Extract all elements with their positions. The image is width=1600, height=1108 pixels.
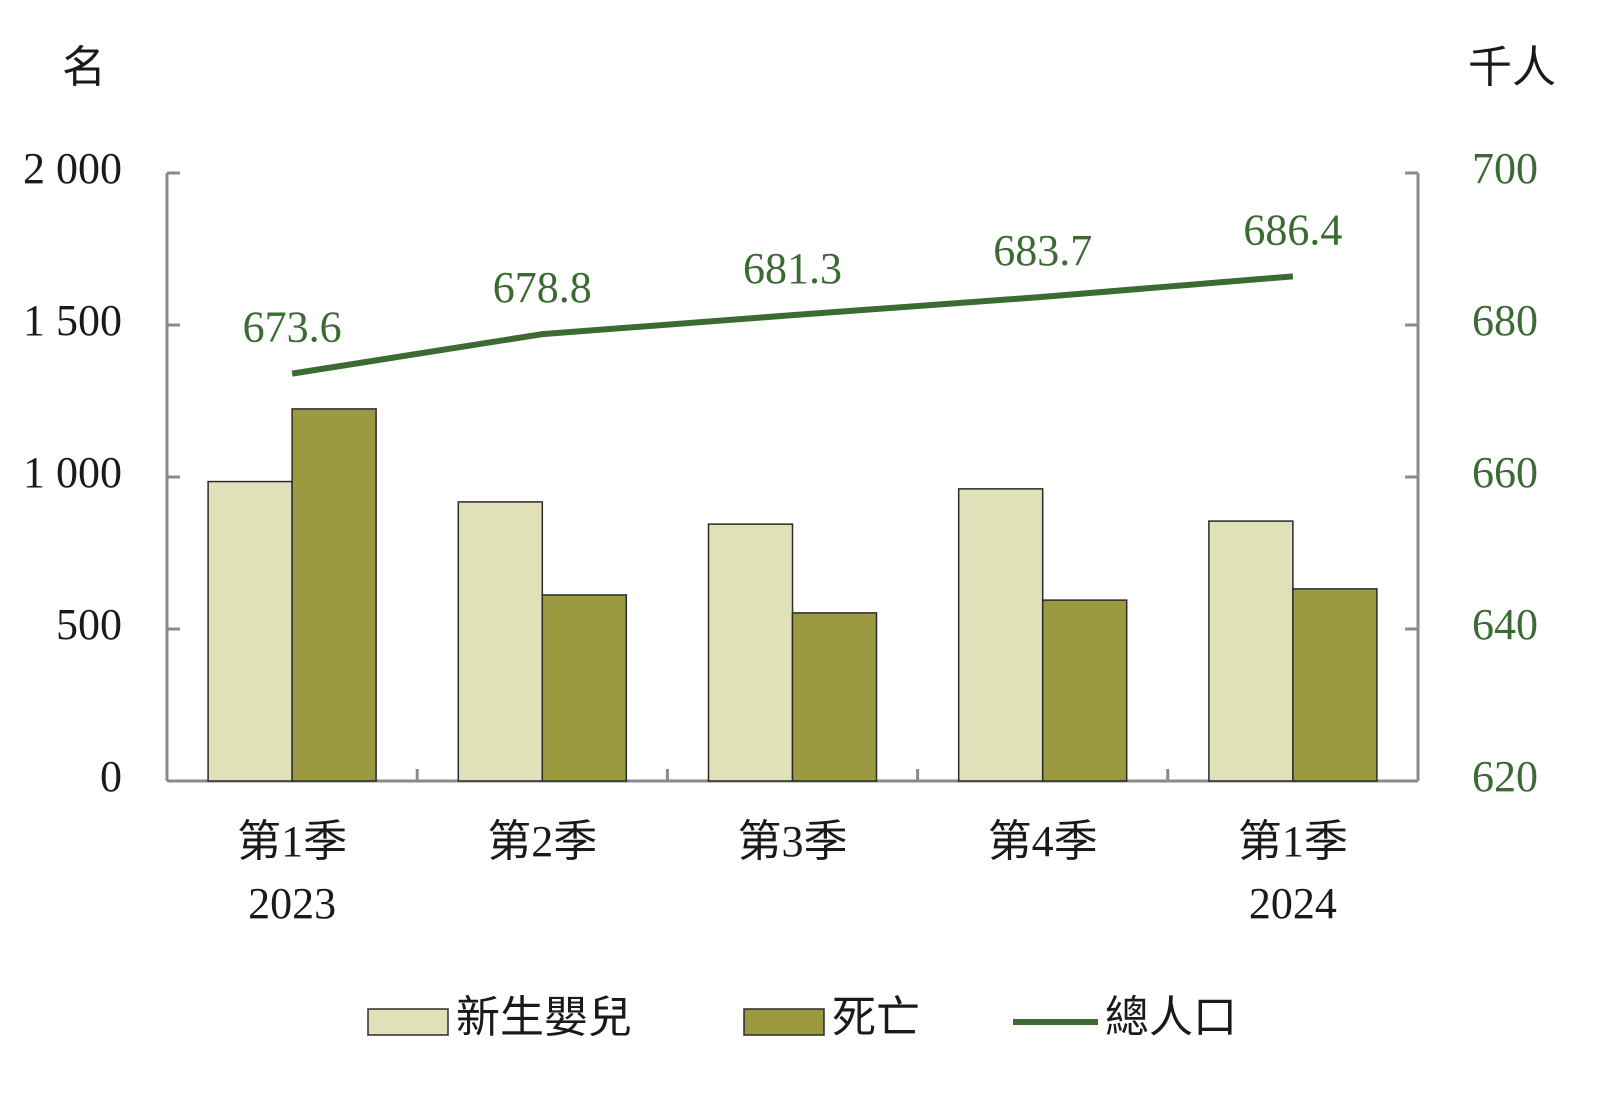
- y2-tick-label: 620: [1472, 752, 1538, 801]
- bar: [1208, 520, 1294, 782]
- y-tick-label: 0: [100, 752, 122, 801]
- data-label: 681.3: [743, 244, 842, 293]
- bar: [291, 408, 377, 782]
- data-label: 673.6: [243, 303, 342, 352]
- y2-tick-label: 700: [1472, 144, 1538, 193]
- bar: [457, 501, 544, 782]
- y-axis-unit: 名: [62, 43, 106, 92]
- x-tick-label: 第1季: [1238, 817, 1348, 866]
- y-tick-label: 2 000: [23, 144, 122, 193]
- legend-swatch: [743, 1008, 825, 1036]
- x-tick-label: 第2季: [487, 817, 597, 866]
- y-tick-label: 1 000: [23, 448, 122, 497]
- bar: [1292, 588, 1378, 782]
- y2-tick-label: 680: [1472, 296, 1538, 345]
- line: [291, 273, 1294, 377]
- y-tick-label: 500: [56, 600, 122, 649]
- x-tick-year: 2024: [1249, 879, 1337, 928]
- data-label: 686.4: [1243, 205, 1342, 254]
- data-label: 678.8: [493, 263, 592, 312]
- y-tick-label: 1 500: [23, 296, 122, 345]
- legend-label: 死亡: [832, 993, 920, 1042]
- bar: [541, 594, 628, 782]
- bar: [1041, 599, 1128, 782]
- bar: [791, 612, 878, 782]
- x-tick-label: 第1季: [237, 817, 347, 866]
- legend-label: 新生嬰兒: [456, 993, 632, 1042]
- y2-axis-unit: 千人: [1468, 43, 1556, 92]
- x-tick-year: 2023: [248, 879, 336, 928]
- legend-label: 總人口: [1105, 993, 1237, 1042]
- x-tick-label: 第3季: [738, 817, 848, 866]
- legend-swatch: [367, 1008, 449, 1036]
- bar: [707, 523, 794, 782]
- bar: [207, 480, 293, 782]
- x-tick-label: 第4季: [988, 817, 1098, 866]
- data-label: 683.7: [993, 226, 1092, 275]
- bar: [957, 488, 1044, 782]
- y2-tick-label: 640: [1472, 600, 1538, 649]
- y2-tick-label: 660: [1472, 448, 1538, 497]
